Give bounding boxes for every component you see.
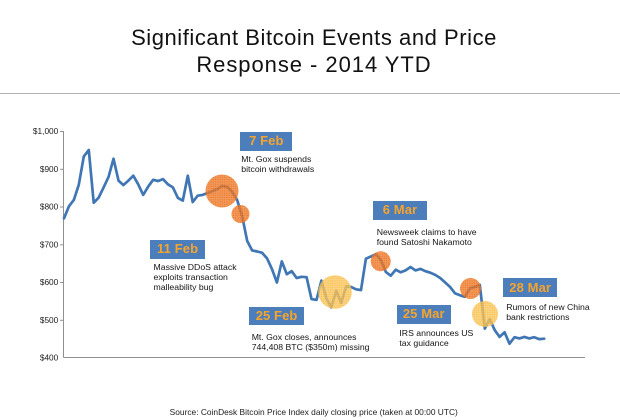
svg-text:$600: $600 bbox=[40, 277, 59, 287]
svg-text:$900: $900 bbox=[40, 164, 59, 174]
svg-text:$400: $400 bbox=[40, 353, 59, 363]
svg-text:$1,000: $1,000 bbox=[33, 126, 59, 136]
svg-text:$500: $500 bbox=[40, 315, 59, 325]
svg-text:$800: $800 bbox=[40, 202, 59, 212]
svg-text:$700: $700 bbox=[40, 239, 59, 249]
